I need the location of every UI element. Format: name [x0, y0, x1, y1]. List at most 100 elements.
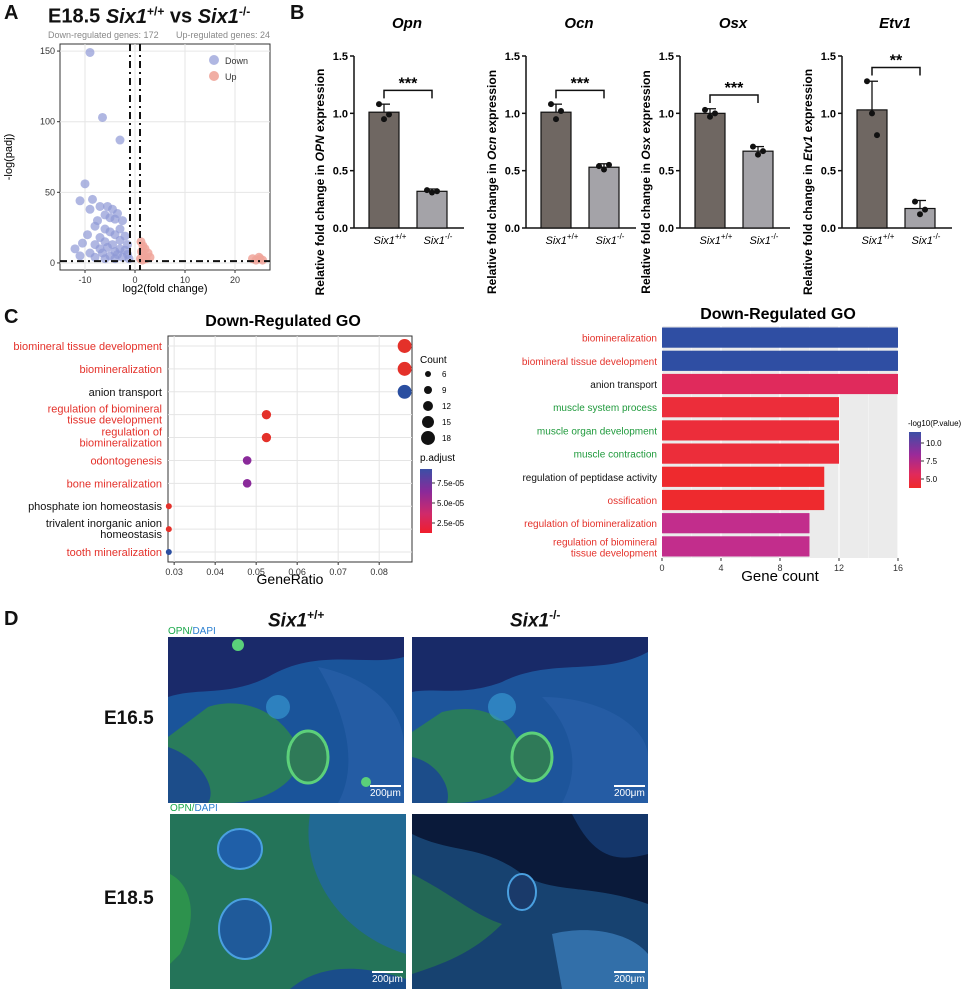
bar-chart-title: Down-Regulated GO — [700, 306, 856, 323]
micrograph-ko-e165-image — [412, 637, 648, 803]
micrograph-wt-e185-image — [170, 814, 406, 989]
dot-plot-term-label-line2: homeostasis — [100, 529, 162, 541]
significance-stars: ** — [890, 52, 903, 69]
ylabel-prefix: Relative fold change in — [801, 161, 815, 295]
volcano-xtick-label: -10 — [78, 275, 91, 285]
count-legend-value: 15 — [442, 418, 451, 427]
dot-plot-xtick-label: 0.06 — [288, 567, 306, 577]
dot-plot-point — [165, 526, 172, 533]
scalebar-2: 200μm — [614, 785, 645, 799]
count-legend-dot — [422, 416, 434, 428]
bar-chart-term-labels: biomineralization biomineral tissue devel… — [522, 334, 657, 560]
dot-plot-xticks: 0.03 0.04 0.05 0.06 0.07 0.08 — [165, 562, 388, 577]
count-legend-value: 18 — [442, 434, 451, 443]
bar-chart-ytick-label: 1.5 — [333, 51, 348, 63]
xtick-gene: Six1 — [596, 235, 617, 247]
dot-plot-point — [397, 384, 412, 399]
micro-row-label-e185: E18.5 — [104, 888, 154, 909]
bar-chart-xtick-label: 12 — [834, 563, 844, 573]
volcano-up-count: Up-regulated genes: 24 — [176, 30, 270, 40]
micro-col-ko-name: Six1 — [510, 610, 550, 632]
dot-plot-point — [165, 503, 172, 510]
bar-chart-gene-title: Ocn — [564, 15, 593, 32]
bar-chart-datapoint — [755, 151, 761, 158]
bar-chart-bar — [694, 112, 726, 229]
xtick-gene: Six1 — [862, 235, 883, 247]
micrograph-wt-e165: 200μm — [168, 637, 404, 803]
bar-chart-ylabel: Relative fold change in Etv1 expression — [801, 69, 815, 295]
volcano-threshold-lines — [60, 44, 270, 270]
significance-bracket — [383, 89, 433, 99]
bar-chart-datapoint — [548, 101, 554, 108]
bar-chart-ytick-label: 0.0 — [333, 223, 348, 235]
volcano-point-down — [80, 179, 90, 189]
bar-chart-ytick-label: 1.5 — [505, 51, 520, 63]
dot-plot-term-label-line1: regulation of biomineral — [48, 404, 162, 416]
volcano-point-down — [115, 135, 125, 145]
scalebar-2-label: 200μm — [614, 788, 645, 799]
volcano-title-stage: E18.5 — [48, 5, 101, 28]
dot-plot-term-label-line2: biomineralization — [79, 438, 162, 450]
bar-chart-ytick-label: 1.0 — [821, 108, 836, 120]
bar-chart-datapoint — [596, 163, 602, 170]
bar-chart-bar — [662, 513, 810, 534]
dot-plot-term-label: odontogenesis — [90, 455, 162, 467]
bar-chart-term-label: regulation of biomineralization — [524, 519, 657, 530]
scalebar-4-label: 200μm — [614, 974, 645, 985]
volcano-ytick-label: 100 — [40, 117, 55, 127]
bar-chart-term-label: biomineralization — [582, 334, 657, 345]
volcano-point-down — [110, 214, 120, 224]
padj-tick-1: 7.5e-05 — [437, 479, 465, 488]
xtick-genotype: -/- — [617, 232, 625, 241]
bar-chart-datapoint — [760, 148, 766, 155]
count-legend-dot — [421, 431, 435, 445]
dot-plot-points — [165, 339, 412, 555]
xtick-gene: Six1 — [750, 235, 771, 247]
count-legend-dot — [423, 401, 433, 411]
significance-stars: *** — [571, 75, 590, 92]
legend-down-dot — [209, 55, 219, 65]
bar-chart-xtick-label: 4 — [718, 563, 723, 573]
stain-sep-2: / — [191, 803, 195, 814]
bar-chart-datapoint — [917, 211, 923, 218]
dot-plot-xlabel: GeneRatio — [257, 571, 324, 587]
volcano-ytick-label: 50 — [45, 187, 55, 197]
bar-chart-term-label: ossification — [608, 496, 657, 507]
bar-chart-bar — [662, 489, 825, 511]
dot-plot-term-label: bone mineralization — [67, 478, 162, 490]
count-legend-value: 6 — [442, 370, 447, 379]
padj-tick-3: 2.5e-05 — [437, 519, 465, 528]
bar-chart-term-label: muscle system process — [553, 403, 657, 414]
dot-plot-term-label: anion transport — [89, 387, 162, 399]
panel-letter-a: A — [4, 2, 19, 24]
dot-plot-term-label-line2: tissue development — [67, 415, 162, 427]
bar-chart-ytick-label: 0.5 — [333, 166, 348, 178]
xtick-genotype: -/- — [771, 232, 779, 241]
stain-label-row2: OPN/DAPI — [170, 803, 218, 814]
scalebar-4: 200μm — [614, 971, 645, 985]
scalebar-1: 200μm — [370, 785, 401, 799]
bar-chart-bar — [662, 373, 898, 395]
volcano-xtick-label: 0 — [132, 275, 137, 285]
xtick-genotype: +/+ — [883, 232, 895, 241]
dot-plot-point — [261, 432, 272, 443]
volcano-point-down — [90, 252, 100, 262]
volcano-ticks: -10 0 10 20 0 50 100 150 — [40, 46, 240, 285]
volcano-point-down — [75, 196, 85, 206]
scalebar-3-label: 200μm — [372, 974, 403, 985]
volcano-title-ko: Six1 — [197, 5, 239, 28]
volcano-title-vs: vs — [169, 5, 193, 28]
scalebar-1-label: 200μm — [370, 788, 401, 799]
bar-chart-ytick-label: 0.0 — [821, 223, 836, 235]
volcano-point-down — [98, 112, 107, 122]
bar-chart-bar — [540, 111, 572, 229]
volcano-point-down — [100, 254, 110, 264]
significance-bracket — [871, 66, 921, 76]
volcano-point-down — [85, 204, 95, 214]
volcano-point-down — [85, 47, 95, 57]
bar-chart-ytick-label: 0.5 — [659, 166, 674, 178]
bar-chart-ylabel: Relative fold change in Ocn expression — [485, 70, 499, 294]
bar-chart-term-label: anion transport — [590, 380, 657, 391]
bar-chart-xtick-label: Six1-/- — [424, 232, 453, 247]
